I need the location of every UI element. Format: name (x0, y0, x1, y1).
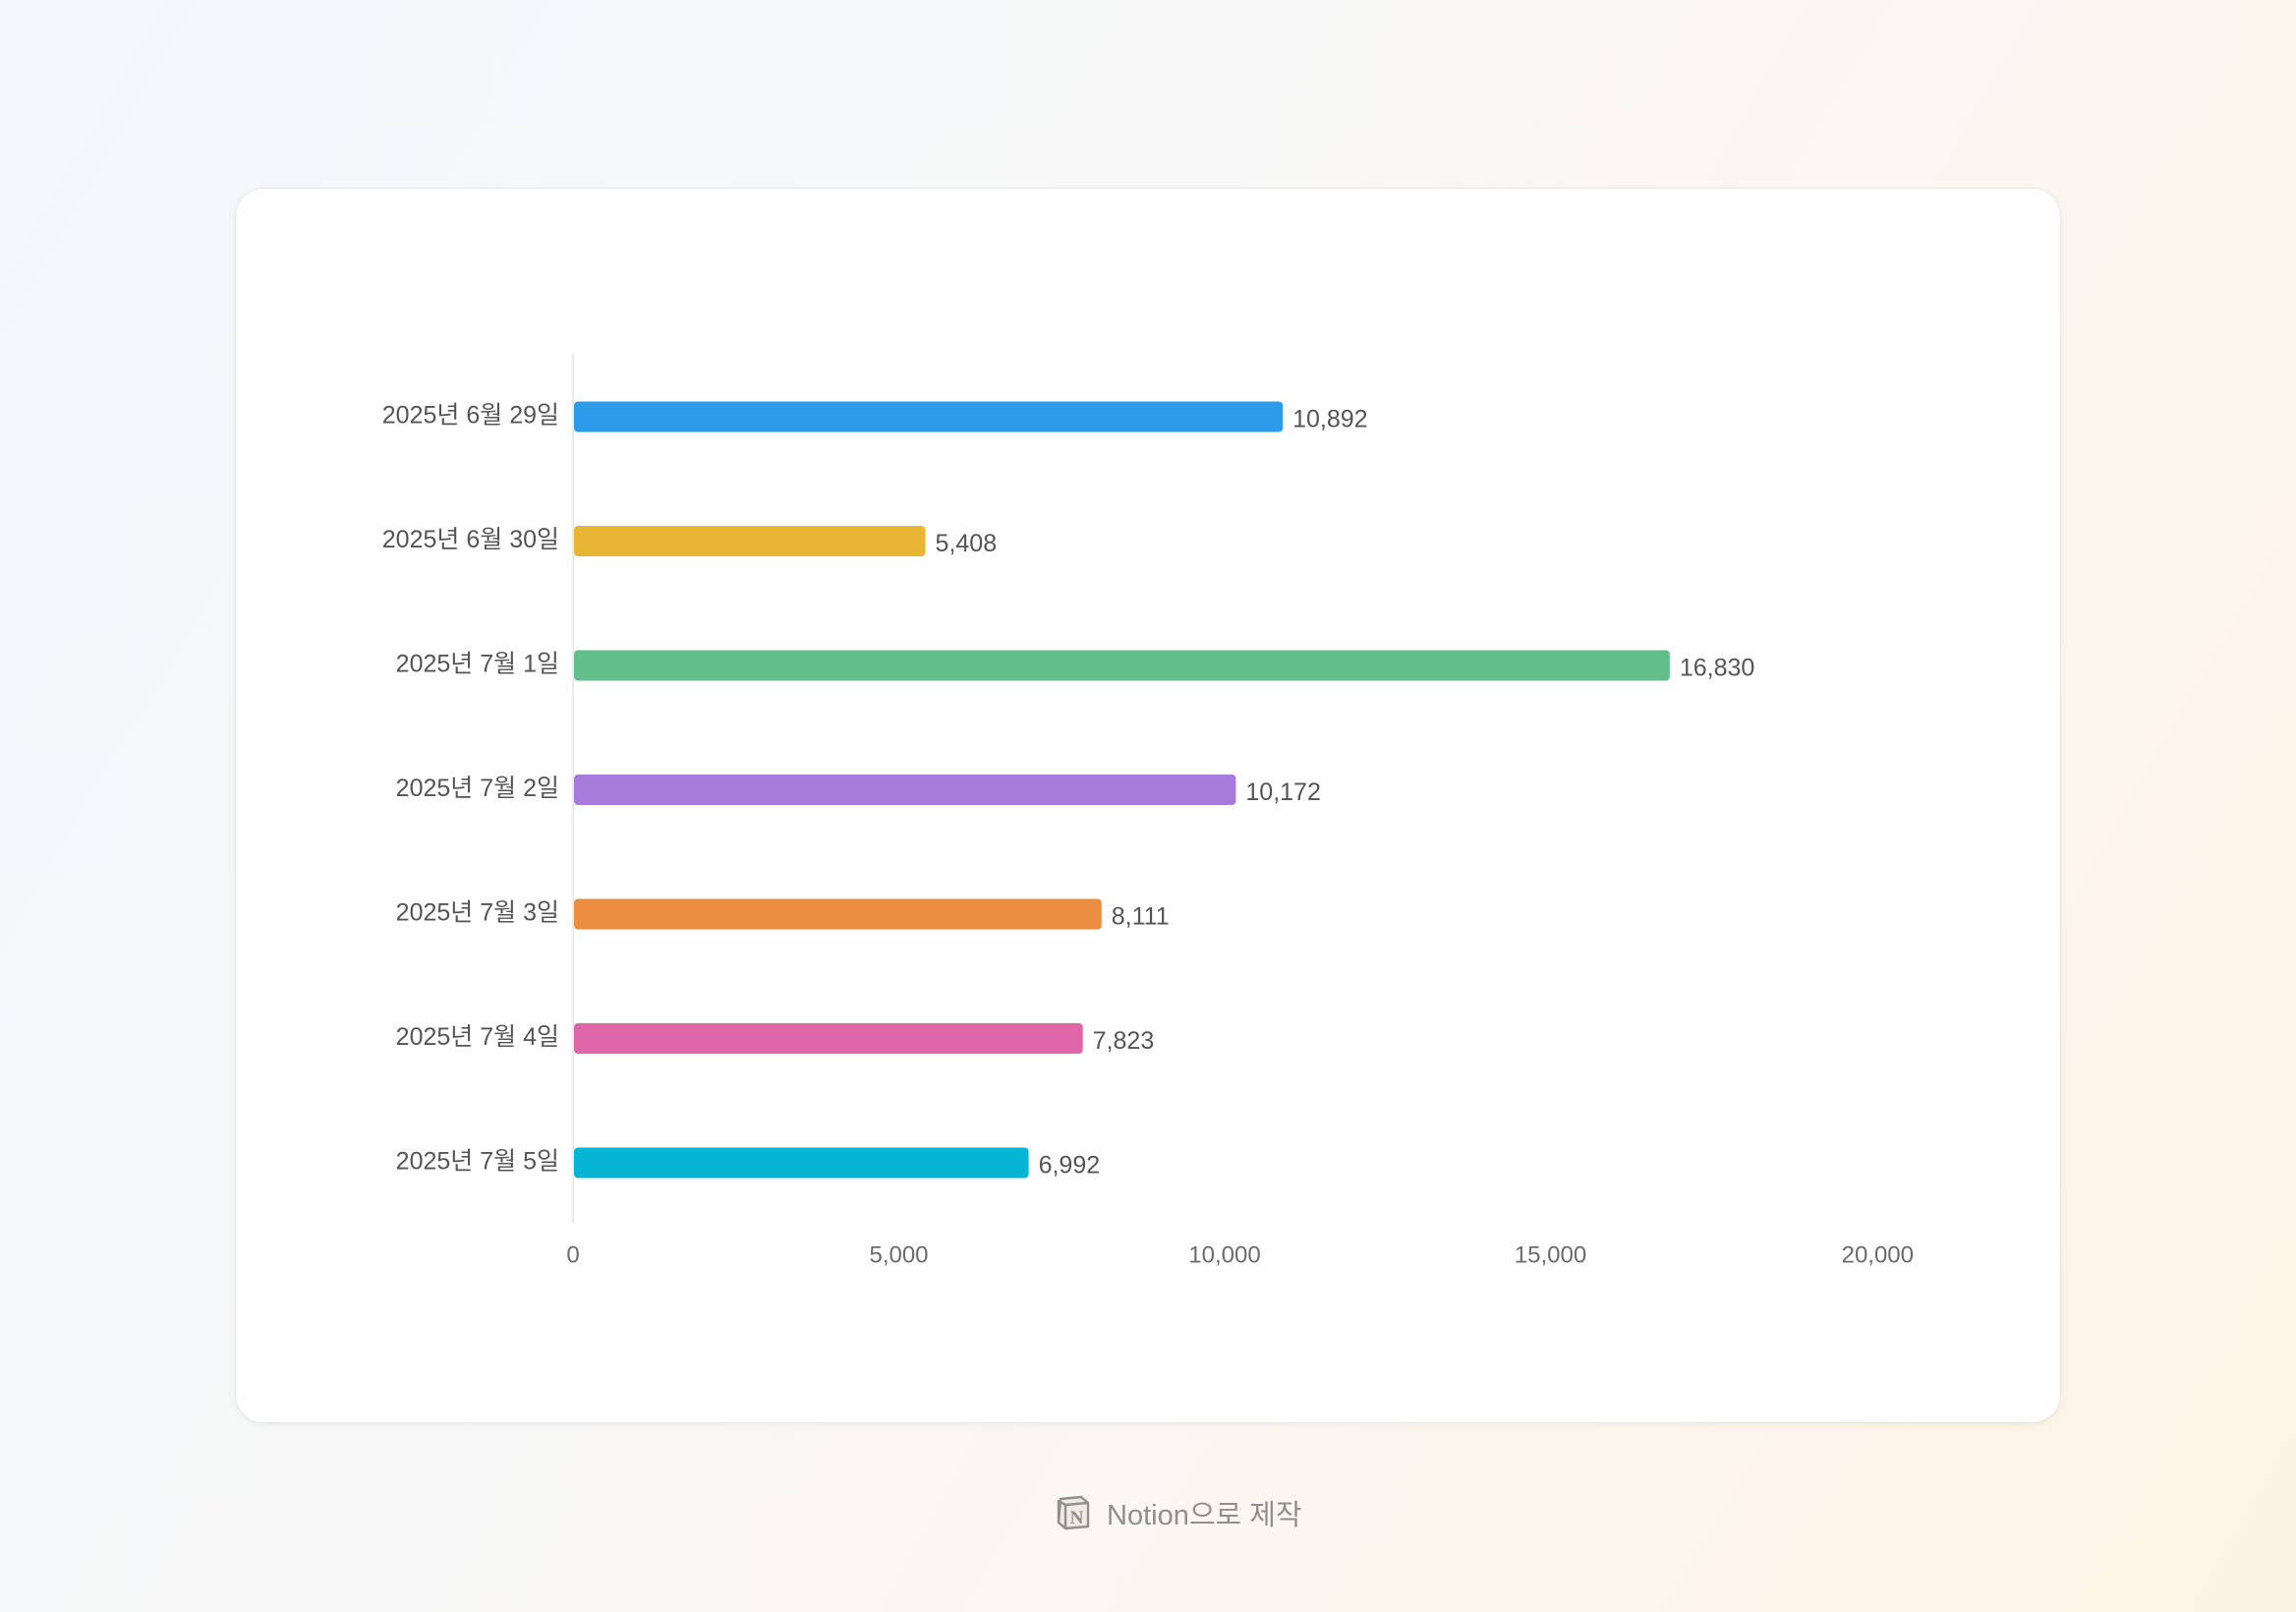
bar-6 (574, 1023, 1083, 1054)
x-tick-label-3: 10,000 (1188, 1241, 1260, 1268)
bar-5 (574, 898, 1102, 930)
category-label-4: 2025년 7월 2일 (396, 775, 559, 802)
x-tick-label-1: 0 (566, 1241, 579, 1268)
bar-7 (574, 1147, 1029, 1179)
category-label-2: 2025년 6월 30일 (382, 526, 559, 553)
x-tick-label-2: 5,000 (869, 1241, 928, 1268)
bar-chart: 2025년 6월 29일 10,892 2025년 6월 30일 5,408 2025년… (382, 354, 1914, 1268)
bar-4 (574, 775, 1236, 805)
x-tick-label-5: 20,000 (1842, 1241, 1914, 1268)
notion-logo-icon: N (1054, 1493, 1093, 1532)
chart-card: 2025년 6월 29일 10,892 2025년 6월 30일 5,408 2025년… (236, 189, 2060, 1422)
category-label-1: 2025년 6월 29일 (382, 402, 559, 430)
category-label-7: 2025년 7월 5일 (396, 1148, 559, 1176)
svg-text:N: N (1070, 1508, 1084, 1528)
category-label-6: 2025년 7월 4일 (396, 1023, 559, 1051)
made-with-notion-footer[interactable]: N Notion으로 제작 (1054, 1492, 1302, 1533)
bar-1 (574, 401, 1284, 432)
data-label-1: 10,892 (1292, 406, 1367, 433)
footer-text: Notion으로 제작 (1107, 1500, 1302, 1531)
bar-2 (574, 526, 926, 556)
data-label-4: 10,172 (1245, 778, 1320, 806)
data-label-3: 16,830 (1680, 655, 1754, 682)
x-tick-label-4: 15,000 (1515, 1241, 1586, 1268)
category-label-5: 2025년 7월 3일 (396, 899, 559, 927)
data-label-7: 6,992 (1039, 1152, 1101, 1180)
bar-3 (574, 650, 1670, 681)
data-label-5: 8,111 (1112, 903, 1170, 931)
category-label-3: 2025년 7월 1일 (396, 651, 559, 678)
data-label-2: 5,408 (936, 530, 998, 557)
data-label-6: 7,823 (1093, 1027, 1155, 1055)
